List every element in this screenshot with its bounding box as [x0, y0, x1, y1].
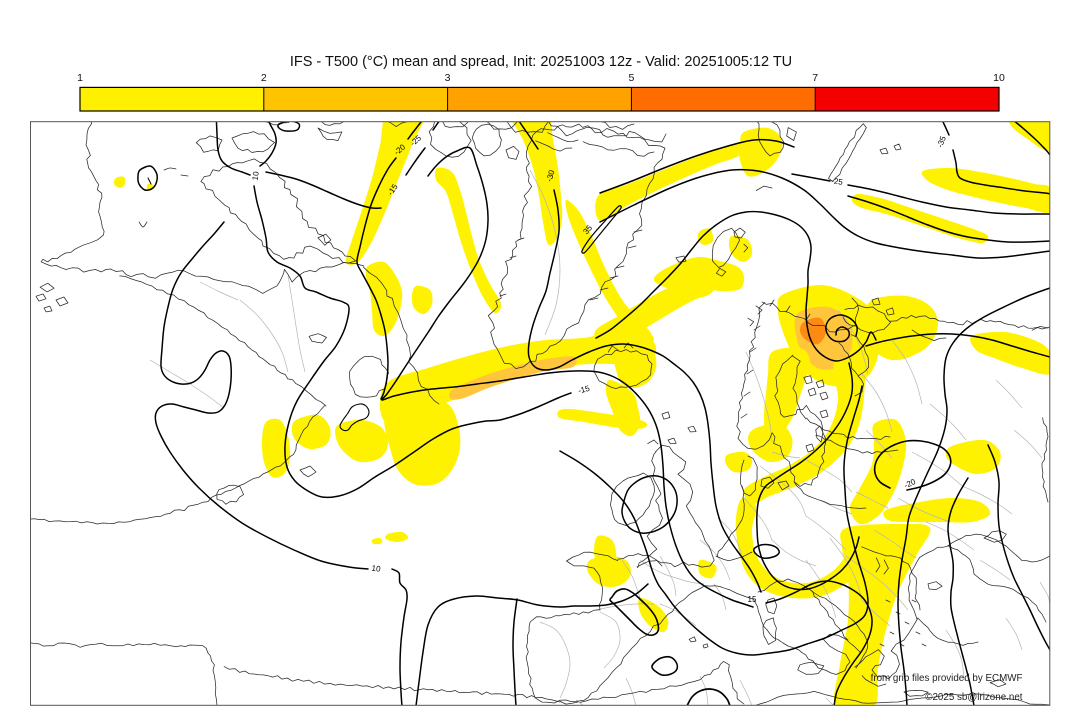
svg-text:5: 5 — [628, 72, 634, 84]
svg-text:1: 1 — [77, 72, 83, 84]
svg-text:10: 10 — [993, 72, 1005, 84]
svg-text:2: 2 — [261, 72, 267, 84]
svg-text:7: 7 — [812, 72, 818, 84]
svg-text:©2025 sb@irizone.net: ©2025 sb@irizone.net — [925, 692, 1023, 703]
svg-text:from grib files provided by EC: from grib files provided by ECMWF — [871, 673, 1023, 684]
svg-text:3: 3 — [445, 72, 451, 84]
svg-text:-25: -25 — [831, 176, 844, 187]
svg-text:15: 15 — [748, 595, 757, 604]
svg-text:10: 10 — [371, 564, 382, 574]
svg-text:-15: -15 — [577, 384, 591, 396]
svg-text:-30: -30 — [545, 169, 557, 183]
svg-text:10: 10 — [251, 170, 261, 181]
svg-text:-35: -35 — [935, 134, 948, 148]
svg-text:IFS - T500 (°C) mean and sprea: IFS - T500 (°C) mean and spread, Init: 2… — [290, 54, 792, 70]
